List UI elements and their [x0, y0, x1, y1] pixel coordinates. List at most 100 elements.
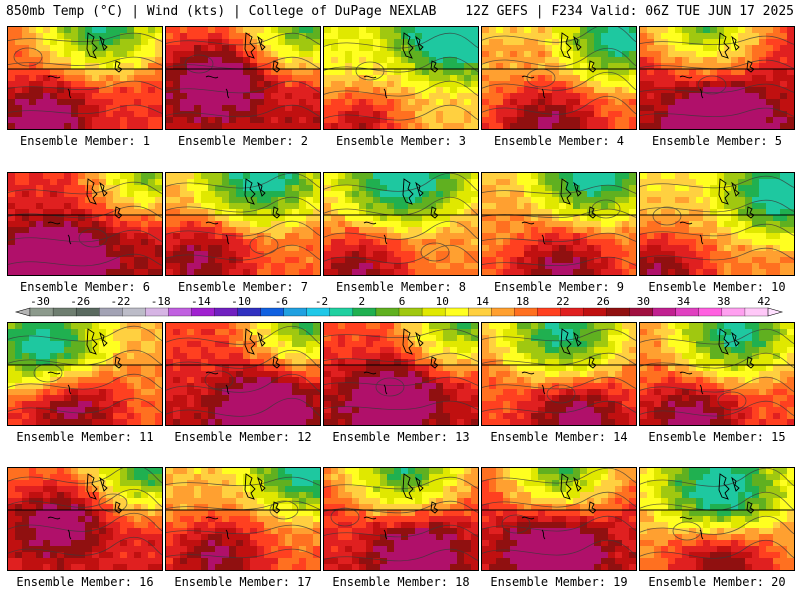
colorbar-swatch [744, 307, 769, 317]
ensemble-member-map [639, 467, 795, 571]
colorbar-swatch [606, 307, 631, 317]
temperature-field-map [324, 173, 478, 275]
ensemble-member-label: Ensemble Member: 12 [174, 430, 312, 444]
ensemble-member-label: Ensemble Member: 16 [16, 575, 154, 589]
ensemble-member-label: Ensemble Member: 10 [648, 280, 786, 294]
ensemble-member-label: Ensemble Member: 6 [19, 280, 151, 294]
colorbar-swatch [352, 307, 377, 317]
colorbar-tick-label: -18 [151, 296, 171, 308]
colorbar-swatch [375, 307, 400, 317]
ensemble-member-map [639, 26, 795, 130]
colorbar-swatch [168, 307, 192, 317]
colorbar-tick-label: 42 [757, 296, 770, 308]
ensemble-member-map [165, 467, 321, 571]
ensemble-member-map [323, 322, 479, 426]
ensemble-member-label: Ensemble Member: 20 [648, 575, 786, 589]
colorbar-tick-label: 26 [596, 296, 609, 308]
temperature-field-map [8, 173, 162, 275]
colorbar-tick-label: 30 [637, 296, 650, 308]
ensemble-member-map [481, 172, 637, 276]
ensemble-member-label: Ensemble Member: 4 [493, 134, 625, 148]
colorbar-tick-label: -26 [70, 296, 90, 308]
temperature-field-map [166, 323, 320, 425]
ensemble-member-label: Ensemble Member: 19 [490, 575, 628, 589]
colorbar-tick-label: 10 [436, 296, 449, 308]
temperature-field-map [324, 323, 478, 425]
temperature-field-map [640, 468, 794, 570]
temperature-field-map [482, 173, 636, 275]
ensemble-member-label: Ensemble Member: 17 [174, 575, 312, 589]
temperature-field-map [640, 27, 794, 129]
colorbar-swatch [629, 307, 654, 317]
colorbar-swatch [468, 307, 492, 317]
colorbar-swatch [329, 307, 354, 317]
ensemble-member-label: Ensemble Member: 8 [335, 280, 467, 294]
ensemble-member-map [323, 467, 479, 571]
temperature-field-map [8, 323, 162, 425]
colorbar-tick-label: 2 [358, 296, 365, 308]
colorbar-tick-label: -6 [275, 296, 288, 308]
ensemble-member-label: Ensemble Member: 15 [648, 430, 786, 444]
chart-title: 850mb Temp (°C) | Wind (kts) | College o… [6, 4, 437, 19]
colorbar-swatch [675, 307, 700, 317]
colorbar-swatch [306, 307, 331, 317]
ensemble-member-map [165, 322, 321, 426]
ensemble-member-map [7, 467, 163, 571]
colorbar-high-arrow [767, 307, 784, 317]
colorbar-swatch [444, 307, 469, 317]
colorbar-tick-label: 6 [399, 296, 406, 308]
ensemble-member-label: Ensemble Member: 9 [493, 280, 625, 294]
temperature-field-map [8, 27, 162, 129]
colorbar-swatch [191, 307, 215, 317]
ensemble-member-map [481, 26, 637, 130]
ensemble-member-map [7, 322, 163, 426]
colorbar-swatch [398, 307, 423, 317]
temperature-field-map [482, 468, 636, 570]
ensemble-member-map [165, 26, 321, 130]
colorbar-swatch [652, 307, 677, 317]
temperature-field-map [482, 323, 636, 425]
temperature-field-map [324, 27, 478, 129]
colorbar-swatch [237, 307, 262, 317]
ensemble-member-label: Ensemble Member: 5 [651, 134, 783, 148]
colorbar-tick-label: 18 [516, 296, 529, 308]
colorbar-swatch [99, 307, 123, 317]
colorbar-swatch [421, 307, 446, 317]
temperature-field-map [640, 173, 794, 275]
ensemble-member-map [323, 26, 479, 130]
colorbar-swatch [214, 307, 239, 317]
colorbar-swatch [260, 307, 285, 317]
colorbar-swatch [491, 307, 515, 317]
colorbar-tick-label: -14 [191, 296, 211, 308]
colorbar-tick-label: -30 [30, 296, 50, 308]
colorbar-swatch [52, 307, 77, 317]
colorbar-tick-label: -22 [111, 296, 131, 308]
temperature-field-map [166, 173, 320, 275]
temperature-field-map [324, 468, 478, 570]
ensemble-member-label: Ensemble Member: 3 [335, 134, 467, 148]
temperature-field-map [166, 468, 320, 570]
temperature-field-map [8, 468, 162, 570]
ensemble-member-map [7, 172, 163, 276]
ensemble-member-map [323, 172, 479, 276]
ensemble-member-map [481, 467, 637, 571]
temperature-field-map [482, 27, 636, 129]
colorbar-tick-label: 22 [556, 296, 569, 308]
model-run-valid-time: 12Z GEFS | F234 Valid: 06Z TUE JUN 17 20… [465, 4, 794, 19]
ensemble-member-map [639, 322, 795, 426]
temperature-field-map [640, 323, 794, 425]
temperature-field-map [166, 27, 320, 129]
colorbar-swatch [145, 307, 169, 317]
colorbar-tick-label: -10 [231, 296, 251, 308]
colorbar-swatch [75, 307, 100, 317]
colorbar-swatch [514, 307, 538, 317]
colorbar-tick-label: -2 [315, 296, 328, 308]
ensemble-member-label: Ensemble Member: 18 [332, 575, 470, 589]
colorbar-swatch [698, 307, 723, 317]
colorbar-tick-label: 14 [476, 296, 490, 308]
colorbar-low-arrow [14, 307, 31, 317]
temperature-colorbar: -30 -26 -22 -18 -14 -10 -6 -2 2 6 10 14 18 22 26 30 34 38… [14, 296, 784, 317]
colorbar-swatch [283, 307, 308, 317]
ensemble-member-map [165, 172, 321, 276]
